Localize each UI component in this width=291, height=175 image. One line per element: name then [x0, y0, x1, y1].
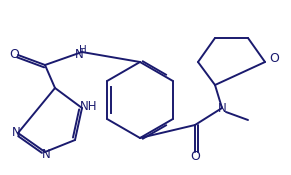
Text: O: O — [9, 48, 19, 61]
Text: N: N — [42, 149, 50, 162]
Text: O: O — [269, 51, 279, 65]
Text: NH: NH — [80, 100, 98, 114]
Text: N: N — [74, 47, 84, 61]
Text: H: H — [79, 45, 87, 55]
Text: N: N — [218, 102, 226, 114]
Text: N: N — [12, 127, 20, 139]
Text: O: O — [190, 150, 200, 163]
